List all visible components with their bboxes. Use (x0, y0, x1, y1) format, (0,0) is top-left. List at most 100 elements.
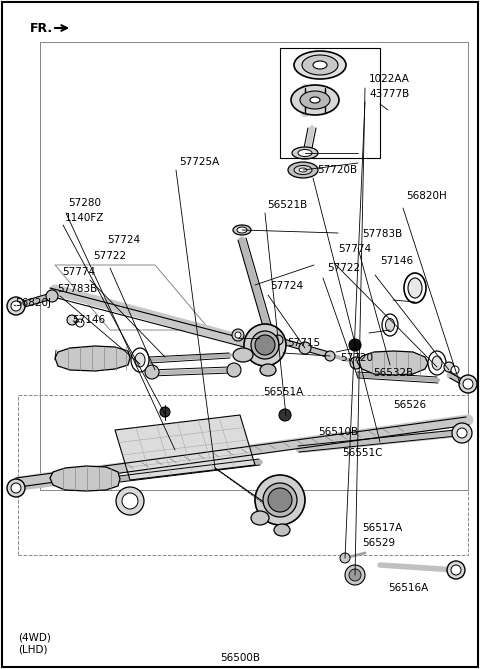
Polygon shape (115, 415, 255, 480)
Circle shape (235, 332, 241, 338)
Circle shape (227, 363, 241, 377)
Text: 56526: 56526 (393, 400, 426, 410)
Ellipse shape (255, 475, 305, 525)
Text: 57724: 57724 (107, 235, 140, 245)
Text: 57715: 57715 (287, 338, 320, 348)
Text: 57722: 57722 (327, 263, 360, 273)
Circle shape (451, 565, 461, 575)
Circle shape (340, 553, 350, 563)
Ellipse shape (294, 51, 346, 79)
Text: 1140FZ: 1140FZ (65, 213, 104, 223)
Ellipse shape (302, 55, 338, 75)
Ellipse shape (428, 351, 446, 375)
Ellipse shape (131, 348, 149, 372)
Text: 56551C: 56551C (342, 448, 383, 458)
Ellipse shape (244, 324, 286, 366)
Ellipse shape (288, 162, 318, 178)
Circle shape (349, 569, 361, 581)
Ellipse shape (300, 91, 330, 109)
Ellipse shape (294, 165, 312, 175)
Circle shape (11, 301, 21, 311)
Ellipse shape (251, 511, 269, 525)
Bar (40, 42, 468, 490)
Circle shape (46, 290, 58, 302)
Circle shape (325, 351, 335, 361)
Text: 57774: 57774 (62, 267, 95, 277)
Text: 56532B: 56532B (373, 368, 413, 378)
Circle shape (447, 561, 465, 579)
Circle shape (452, 423, 472, 443)
Text: 56529: 56529 (362, 538, 395, 548)
Circle shape (451, 366, 459, 374)
Circle shape (160, 407, 170, 417)
Ellipse shape (263, 483, 297, 517)
Polygon shape (55, 346, 130, 371)
Ellipse shape (260, 364, 276, 376)
Text: 57146: 57146 (380, 256, 413, 266)
Text: (LHD): (LHD) (18, 645, 48, 655)
Circle shape (350, 357, 362, 369)
Ellipse shape (432, 356, 442, 370)
Text: 57280: 57280 (68, 198, 101, 208)
Ellipse shape (251, 331, 279, 359)
Text: 56551A: 56551A (263, 387, 303, 397)
Ellipse shape (404, 273, 426, 303)
Circle shape (459, 375, 477, 393)
Bar (280, 48, 380, 158)
Text: 56510B: 56510B (318, 427, 358, 437)
Text: 56517A: 56517A (362, 523, 402, 533)
Circle shape (299, 342, 311, 354)
Text: FR.: FR. (30, 21, 53, 35)
Text: 56820J: 56820J (15, 298, 51, 308)
Text: 57724: 57724 (270, 281, 303, 291)
Circle shape (268, 488, 292, 512)
Circle shape (463, 379, 473, 389)
Text: 1022AA: 1022AA (369, 74, 410, 84)
Text: 56820H: 56820H (406, 191, 447, 201)
Ellipse shape (233, 348, 253, 362)
Circle shape (232, 329, 244, 341)
Text: 57725A: 57725A (179, 157, 219, 167)
Circle shape (7, 479, 25, 497)
Ellipse shape (292, 147, 318, 159)
Circle shape (116, 487, 144, 515)
Text: 57720: 57720 (340, 353, 373, 363)
Ellipse shape (299, 168, 307, 172)
Text: 57774: 57774 (338, 244, 371, 254)
Text: 43777B: 43777B (369, 89, 409, 99)
Ellipse shape (382, 314, 398, 336)
Circle shape (7, 297, 25, 315)
Circle shape (11, 483, 21, 493)
Text: 57722: 57722 (93, 251, 126, 261)
Circle shape (457, 428, 467, 438)
Text: 56521B: 56521B (267, 200, 307, 210)
Ellipse shape (385, 318, 395, 332)
Ellipse shape (408, 278, 422, 298)
Circle shape (76, 319, 84, 327)
Circle shape (279, 409, 291, 421)
Text: 56500B: 56500B (220, 653, 260, 663)
Circle shape (349, 339, 361, 351)
Circle shape (67, 315, 77, 325)
Ellipse shape (274, 524, 290, 536)
Ellipse shape (237, 227, 247, 233)
Ellipse shape (233, 225, 251, 235)
Circle shape (264, 325, 274, 335)
Ellipse shape (298, 149, 312, 157)
Circle shape (145, 365, 159, 379)
Ellipse shape (291, 85, 339, 115)
Text: (4WD): (4WD) (18, 633, 51, 643)
Circle shape (273, 335, 283, 345)
Circle shape (255, 335, 275, 355)
Text: 57720B: 57720B (317, 165, 357, 175)
Text: 57783B: 57783B (57, 284, 97, 294)
Ellipse shape (310, 97, 320, 103)
Circle shape (444, 362, 454, 372)
Circle shape (122, 493, 138, 509)
Ellipse shape (135, 353, 145, 367)
Ellipse shape (313, 61, 327, 69)
Polygon shape (357, 351, 428, 375)
Bar (18, 395, 468, 555)
Text: 57783B: 57783B (362, 229, 402, 239)
Text: 56516A: 56516A (388, 583, 428, 593)
